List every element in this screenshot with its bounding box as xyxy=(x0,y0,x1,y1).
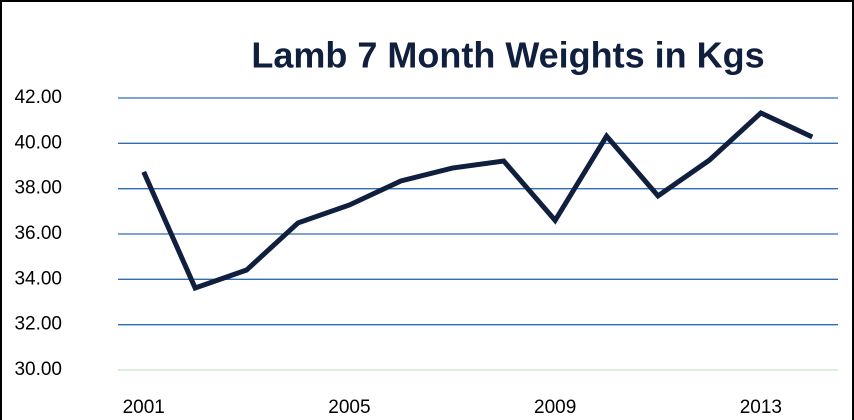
data-line xyxy=(141,109,814,292)
x-tick-label: 2009 xyxy=(534,397,576,418)
y-tick-label: 30.00 xyxy=(14,359,62,380)
y-tick-label: 40.00 xyxy=(14,132,62,153)
y-tick-label: 32.00 xyxy=(14,314,62,335)
y-tick-label: 36.00 xyxy=(14,223,62,244)
y-tick-label: 34.00 xyxy=(14,268,62,289)
x-tick-label: 2013 xyxy=(740,397,782,418)
x-tick-label: 2005 xyxy=(328,397,370,418)
x-tick-label: 2001 xyxy=(123,397,165,418)
y-tick-label: 42.00 xyxy=(14,87,62,108)
chart-title: Lamb 7 Month Weights in Kgs xyxy=(251,35,764,76)
y-tick-label: 38.00 xyxy=(14,178,62,199)
